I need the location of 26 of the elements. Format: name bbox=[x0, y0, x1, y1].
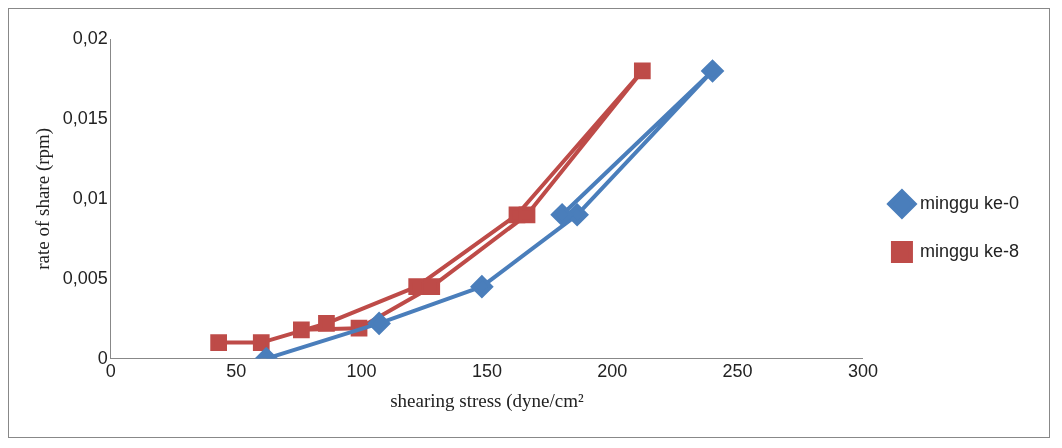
point bbox=[368, 312, 391, 335]
point bbox=[701, 59, 724, 82]
point bbox=[318, 315, 335, 332]
y-tick-label: 0 bbox=[97, 347, 108, 368]
legend-label: minggu ke-8 bbox=[919, 240, 1020, 261]
y-axis-title: rate of share (rpm) bbox=[32, 127, 55, 270]
point bbox=[408, 278, 426, 296]
legend-label: minggu ke-0 bbox=[919, 192, 1020, 213]
y-tick-label: 0,015 bbox=[62, 107, 108, 128]
x-tick-label: 250 bbox=[722, 361, 753, 382]
point bbox=[470, 275, 493, 298]
point bbox=[423, 278, 441, 296]
x-tick-label: 100 bbox=[346, 361, 377, 382]
x-tick-label: 50 bbox=[226, 361, 247, 382]
y-tick-label: 0,01 bbox=[72, 187, 108, 208]
point bbox=[633, 62, 651, 80]
x-axis-title: shearing stress (dyne/cm² bbox=[390, 389, 584, 412]
point bbox=[518, 206, 536, 224]
y-tick-label: 0,02 bbox=[72, 27, 108, 48]
point bbox=[252, 334, 270, 351]
point bbox=[210, 334, 228, 351]
y-tick-label: 0,005 bbox=[62, 267, 108, 288]
x-tick-label: 150 bbox=[471, 361, 502, 382]
x-tick-label: 300 bbox=[847, 361, 878, 382]
x-tick-label: 200 bbox=[597, 361, 628, 382]
point bbox=[293, 321, 310, 339]
